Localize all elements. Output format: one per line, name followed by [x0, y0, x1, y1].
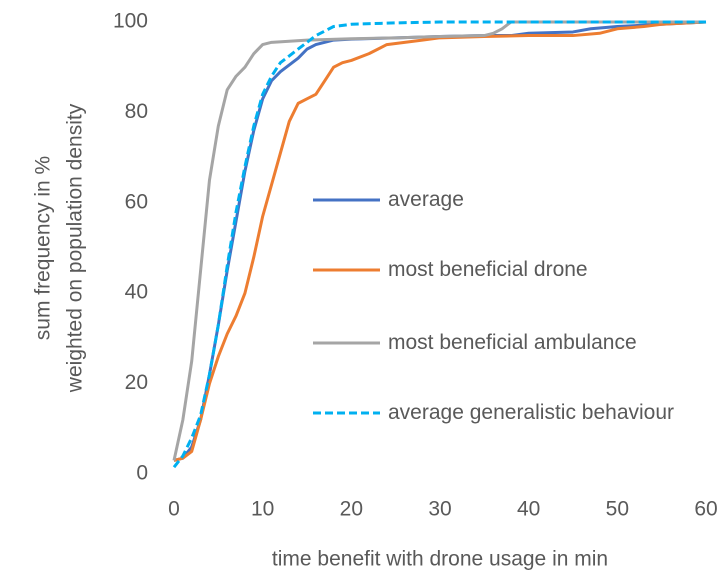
legend-label: most beneficial drone [388, 258, 588, 281]
x-tick-label: 30 [428, 498, 451, 521]
legend-label: most beneficial ambulance [388, 331, 637, 354]
x-tick-label: 20 [340, 498, 363, 521]
series-line [173, 20, 707, 462]
legend-label: average [388, 188, 464, 211]
y-tick-label: 40 [125, 281, 148, 304]
x-tick-label: 0 [168, 498, 180, 521]
series-line [172, 20, 706, 469]
series-line [172, 20, 706, 461]
y-axis-title: weighted on population density [64, 103, 87, 393]
y-tick-label: 60 [125, 190, 148, 213]
y-tick-label: 80 [125, 100, 148, 123]
x-tick-label: 60 [694, 498, 717, 521]
series-line [173, 20, 707, 462]
x-axis-title: time benefit with drone usage in min [272, 548, 608, 571]
legend-label: average generalistic behaviour [388, 401, 675, 424]
x-tick-label: 10 [251, 498, 274, 521]
y-tick-label: 100 [113, 10, 148, 33]
x-tick-label: 40 [517, 498, 540, 521]
y-tick-label: 20 [125, 371, 148, 394]
x-tick-label: 50 [606, 498, 629, 521]
y-axis-title: sum frequency in % [32, 156, 55, 340]
y-tick-label: 0 [136, 462, 148, 485]
